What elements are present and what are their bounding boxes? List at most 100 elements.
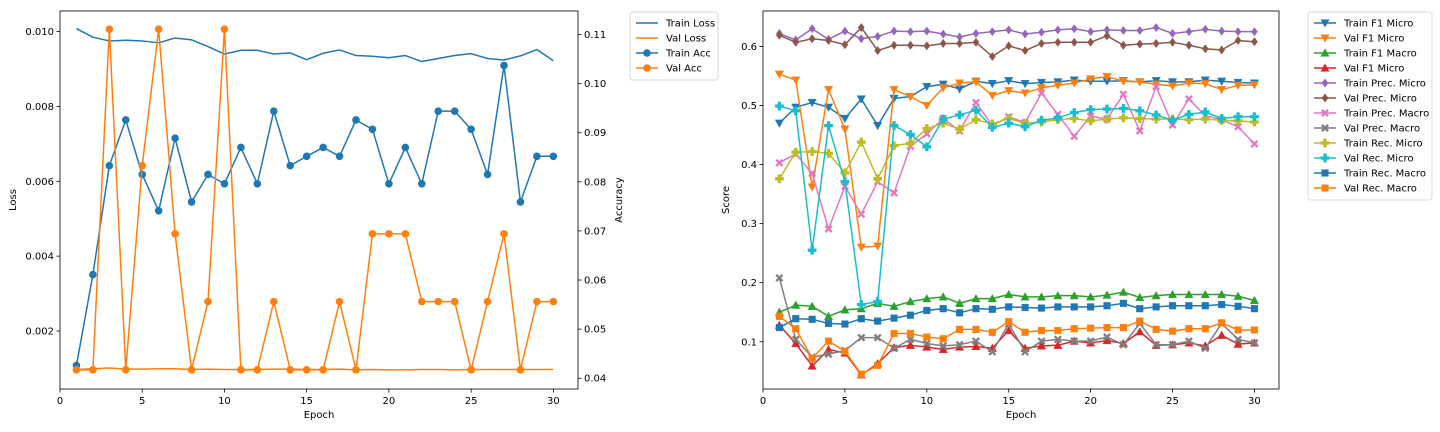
y-right-tick-label: 0.05 [584, 325, 606, 336]
data-point [1201, 344, 1210, 353]
data-point [1250, 326, 1258, 334]
x-tick-label: 5 [139, 396, 145, 407]
y-tick-label: 0.5 [741, 101, 757, 112]
data-point [955, 110, 964, 120]
series-2 [774, 70, 1259, 252]
data-point [1021, 328, 1029, 336]
data-point [1005, 41, 1013, 51]
data-point [1069, 108, 1079, 117]
data-point [775, 273, 784, 283]
data-point [1185, 302, 1193, 310]
data-point [1135, 78, 1145, 87]
y-right-tick-label: 0.09 [584, 128, 606, 139]
data-point [1054, 303, 1062, 311]
y-right-tick-label: 0.07 [584, 226, 606, 237]
y-right-tick-label: 0.08 [584, 177, 606, 188]
data-point [352, 116, 360, 124]
data-point [1087, 303, 1095, 311]
data-point [873, 333, 882, 342]
series-line [75, 64, 554, 366]
data-point [121, 366, 130, 374]
data-point [187, 198, 196, 206]
data-point [889, 85, 899, 95]
data-point [1233, 112, 1243, 122]
x-tick-label: 20 [1084, 396, 1097, 407]
data-point [824, 224, 833, 234]
data-point [840, 168, 850, 178]
data-point [905, 340, 915, 349]
legend-label: Val Prec. Micro [1344, 94, 1417, 105]
data-point [923, 333, 931, 341]
x-tick-label: 25 [465, 396, 478, 407]
data-point [1167, 82, 1178, 91]
data-point [807, 183, 817, 192]
data-point [972, 28, 980, 38]
data-point [873, 174, 883, 184]
data-point [1053, 291, 1063, 300]
data-point [533, 297, 541, 306]
data-point [368, 230, 377, 238]
data-point [1086, 292, 1096, 301]
data-point [450, 107, 459, 115]
data-point [1020, 292, 1030, 301]
data-point [1038, 38, 1045, 49]
data-point [1069, 79, 1079, 88]
data-point [1251, 27, 1258, 37]
legend-entry: Val Rec. Macro [1314, 184, 1417, 195]
data-point [434, 297, 443, 306]
data-point [1250, 112, 1259, 122]
data-point [154, 25, 163, 33]
data-point [500, 230, 508, 238]
data-point [1234, 35, 1242, 46]
data-point [1005, 303, 1013, 311]
data-point [774, 174, 784, 184]
data-point [955, 298, 965, 307]
data-point [253, 366, 262, 374]
data-point [385, 230, 393, 238]
y-right-tick-label: 0.06 [584, 276, 606, 287]
data-point [889, 301, 899, 310]
x-axis-label: Epoch [1006, 410, 1037, 421]
data-point [922, 294, 932, 303]
data-point [792, 315, 800, 323]
data-point [1233, 81, 1243, 91]
x-tick-label: 30 [547, 396, 560, 407]
data-point [939, 29, 947, 39]
data-point [857, 210, 866, 219]
data-point [1087, 27, 1095, 37]
y-tick-label: 0.006 [25, 177, 54, 188]
data-point [807, 245, 817, 255]
data-point [1102, 290, 1112, 299]
data-point [889, 141, 899, 151]
legend-marker [1320, 48, 1330, 57]
data-point [1118, 77, 1128, 86]
data-point [1135, 327, 1145, 336]
data-point [1152, 38, 1160, 49]
x-tick-label: 10 [920, 396, 933, 407]
y-tick-label: 0.4 [741, 160, 757, 171]
data-point [938, 292, 948, 301]
legend-marker [1320, 153, 1330, 163]
data-point [1118, 113, 1128, 123]
data-point [1037, 337, 1046, 346]
x-tick-label: 30 [1248, 396, 1261, 407]
data-point [840, 177, 850, 187]
data-point [187, 366, 196, 374]
data-point [971, 115, 981, 125]
data-point [841, 26, 849, 36]
data-point [401, 230, 410, 238]
series-12 [775, 312, 1258, 378]
data-point [1135, 106, 1145, 116]
data-point [1020, 89, 1030, 98]
series-line [778, 79, 1255, 127]
y-tick-label: 0.3 [741, 219, 757, 230]
data-point [516, 366, 525, 374]
data-point [220, 25, 229, 33]
legend-frame [629, 11, 719, 81]
legend-label: Train F1 Macro [1343, 49, 1417, 60]
data-point [987, 91, 997, 101]
data-point [939, 341, 948, 350]
data-point [1103, 324, 1111, 332]
data-point [352, 366, 360, 374]
legend-marker [1320, 138, 1330, 148]
